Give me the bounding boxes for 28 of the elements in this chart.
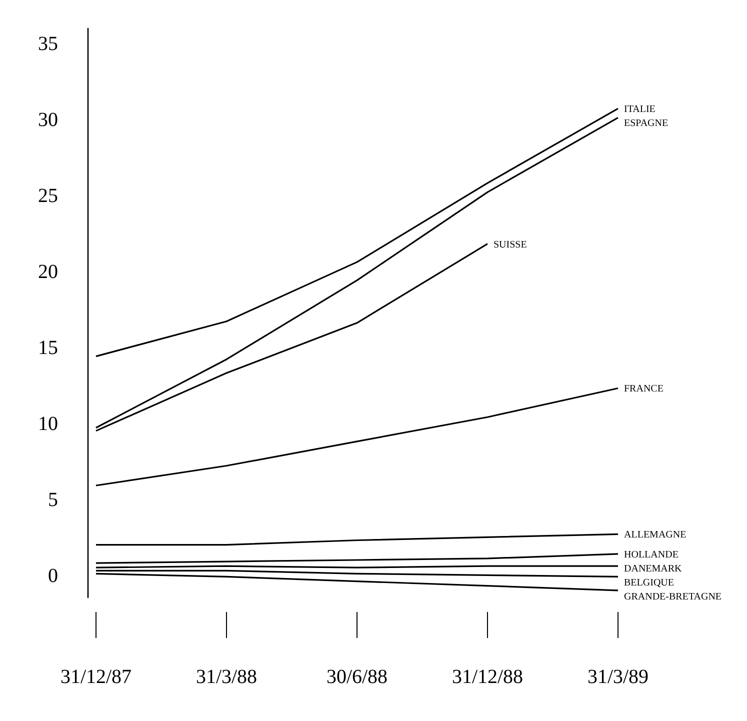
series-label: ITALIE bbox=[624, 104, 656, 116]
line-series bbox=[95, 116, 619, 429]
series-label: HOLLANDE bbox=[624, 549, 678, 560]
series-label: SUISSE bbox=[494, 239, 527, 250]
y-tick-label: 5 bbox=[48, 489, 58, 512]
y-tick-label: 35 bbox=[38, 33, 58, 56]
line-series bbox=[95, 553, 619, 564]
line-series bbox=[95, 108, 619, 358]
series-label: GRANDE-BRETAGNE bbox=[624, 591, 722, 602]
y-tick-label: 0 bbox=[48, 565, 58, 588]
y-tick-label: 15 bbox=[38, 337, 58, 360]
series-label: ESPAGNE bbox=[624, 118, 668, 130]
y-tick-label: 10 bbox=[38, 413, 58, 436]
series-label: DANEMARK bbox=[624, 563, 683, 574]
line-series bbox=[95, 572, 619, 592]
series-label: FRANCE bbox=[624, 384, 664, 395]
x-tick-label: 31/12/88 bbox=[452, 666, 524, 688]
series-label: BELGIQUE bbox=[624, 577, 674, 588]
y-tick-label: 25 bbox=[38, 185, 58, 208]
line-series bbox=[95, 533, 619, 546]
x-tick-label: 31/12/87 bbox=[60, 666, 132, 688]
series-label: ALLEMAGNE bbox=[624, 530, 686, 541]
x-tick-label: 31/3/88 bbox=[196, 666, 258, 688]
x-tick-label: 31/3/89 bbox=[587, 666, 649, 688]
y-tick-label: 20 bbox=[38, 261, 58, 284]
y-tick-label: 30 bbox=[38, 109, 58, 132]
x-tick-label: 30/6/88 bbox=[326, 666, 388, 688]
line-series bbox=[95, 387, 619, 486]
